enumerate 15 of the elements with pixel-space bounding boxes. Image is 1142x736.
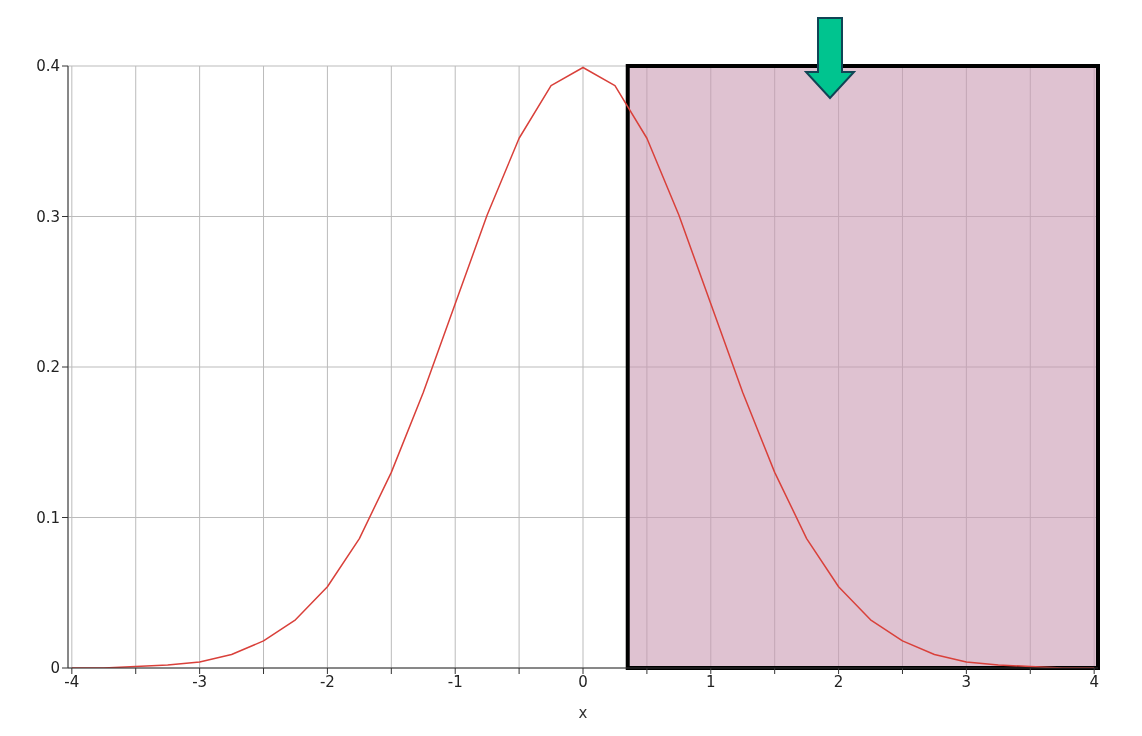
y-tick-label: 0.2 — [36, 358, 60, 377]
y-tick-label: 0.4 — [36, 57, 60, 76]
y-tick-label: 0.1 — [36, 508, 60, 527]
x-tick-label: -4 — [64, 672, 80, 691]
x-tick-label: 0 — [578, 672, 588, 691]
x-tick-label: 1 — [706, 672, 716, 691]
y-tick-label: 0.3 — [36, 207, 60, 226]
x-axis-title: x — [578, 704, 588, 722]
x-tick-label: -2 — [319, 672, 335, 691]
x-tick-label: 4 — [1089, 672, 1099, 691]
x-tick-label: 3 — [961, 672, 972, 691]
x-tick-label: -3 — [192, 672, 208, 691]
x-tick-label: -1 — [447, 672, 463, 691]
y-tick-label: 0 — [50, 659, 60, 678]
x-tick-label: 2 — [833, 672, 844, 691]
